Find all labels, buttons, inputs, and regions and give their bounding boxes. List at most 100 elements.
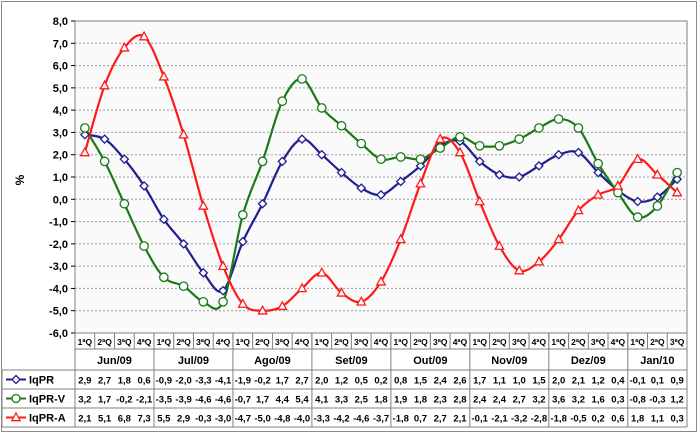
x-tick-label: 3ªQ <box>433 337 448 347</box>
x-tick-label: 3ªQ <box>670 337 685 347</box>
data-label: 3,2 <box>532 395 545 406</box>
data-point-iqpr-v <box>474 140 485 151</box>
x-tick-label: 2ªQ <box>334 337 349 347</box>
data-point-iqpr <box>277 156 288 167</box>
data-label: 1,7 <box>276 376 289 387</box>
data-label: 2,3 <box>434 395 447 406</box>
data-label: -3,3 <box>314 414 330 425</box>
data-point-iqpr <box>514 172 525 182</box>
data-label: -4,8 <box>274 414 290 425</box>
data-point-iqpr-v <box>237 210 248 220</box>
legend-marker-iqpr-a <box>10 411 22 422</box>
x-tick-label: 1ªQ <box>157 337 172 347</box>
y-tick-label: -5,0 <box>49 306 68 318</box>
data-label: 1,8 <box>414 395 427 406</box>
data-label: 2,8 <box>453 395 466 406</box>
y-tick-label: 4,0 <box>53 105 68 117</box>
data-point-iqpr <box>395 176 406 187</box>
data-label: 1,2 <box>335 376 348 387</box>
y-tick-label: 1,0 <box>53 172 68 184</box>
data-point-iqpr-a <box>612 180 624 190</box>
data-point-iqpr-v <box>553 114 564 124</box>
month-label: Dez/09 <box>571 355 606 367</box>
data-point-iqpr-a <box>257 304 268 315</box>
data-label: 2,1 <box>453 414 467 425</box>
x-tick-label: 2ªQ <box>650 337 665 347</box>
data-label: -3,0 <box>215 414 231 425</box>
data-point-iqpr <box>297 134 307 145</box>
data-label: 2,1 <box>572 376 586 387</box>
data-label: -0,2 <box>254 376 270 387</box>
y-tick-label: 6,0 <box>53 61 68 73</box>
y-tick-label: -2,0 <box>49 239 68 251</box>
data-point-iqpr-a <box>336 287 347 297</box>
data-point-iqpr-v <box>178 281 189 292</box>
data-point-iqpr <box>593 167 604 178</box>
x-tick-label: 2ªQ <box>413 337 428 347</box>
data-label: -0,5 <box>570 414 587 425</box>
data-point-iqpr-v <box>139 241 149 251</box>
data-point-iqpr-a <box>652 168 663 179</box>
data-label: 1,2 <box>671 395 684 406</box>
data-label: 2,1 <box>78 414 92 425</box>
month-label: Out/09 <box>413 355 447 367</box>
legend-marker-iqpr <box>11 374 21 385</box>
data-label: 0,2 <box>374 376 387 387</box>
data-point-iqpr-a <box>513 264 525 275</box>
x-tick-label: 3ªQ <box>354 337 369 347</box>
x-tick-label: 1ªQ <box>236 337 251 347</box>
data-point-iqpr-v <box>494 140 505 151</box>
data-label: -4,6 <box>215 395 231 406</box>
data-label: -0,2 <box>116 395 132 406</box>
data-point-iqpr-v <box>534 123 544 133</box>
data-point-iqpr <box>356 183 367 194</box>
data-label: 7,3 <box>137 414 150 425</box>
data-label: -0,1 <box>472 414 489 425</box>
x-tick-label: 3ªQ <box>512 337 527 347</box>
x-tick-label: 4ªQ <box>532 337 547 347</box>
data-label: -2,0 <box>175 376 191 387</box>
month-label: Jun/09 <box>97 355 132 367</box>
data-point-iqpr-a <box>553 233 564 244</box>
data-point-iqpr-v <box>672 167 682 178</box>
legend-label-iqpr-v: IqPR-V <box>29 394 66 406</box>
x-tick-label: 1ªQ <box>630 337 645 347</box>
data-point-iqpr-a <box>355 295 367 306</box>
data-point-iqpr <box>158 214 169 225</box>
data-label: 0,2 <box>592 414 605 425</box>
data-point-iqpr <box>672 174 683 185</box>
data-point-iqpr-v <box>277 96 288 107</box>
data-point-iqpr <box>474 156 485 167</box>
y-tick-label: -1,0 <box>49 217 68 229</box>
data-point-iqpr <box>336 167 347 178</box>
data-label: 0,3 <box>671 414 684 425</box>
data-label: 1,5 <box>532 376 546 387</box>
data-label: -4,2 <box>333 414 349 425</box>
y-tick-label: 3,0 <box>53 127 68 139</box>
x-tick-label: 4ªQ <box>374 337 389 347</box>
data-point-iqpr-a <box>395 233 407 244</box>
data-point-iqpr-v <box>395 152 406 162</box>
x-tick-label: 3ªQ <box>196 337 211 347</box>
x-tick-label: 3ªQ <box>275 337 290 347</box>
x-tick-label: 2ªQ <box>97 337 112 347</box>
data-point-iqpr <box>218 285 228 296</box>
data-label: 2,6 <box>453 376 466 387</box>
data-label: 0,7 <box>414 414 427 425</box>
data-label: 2,4 <box>434 376 448 387</box>
data-label: -0,3 <box>649 395 665 406</box>
data-point-iqpr-v <box>593 158 604 169</box>
x-tick-label: 1ªQ <box>551 337 566 347</box>
data-point-iqpr-v <box>336 120 347 131</box>
data-point-iqpr-a <box>79 146 91 157</box>
data-point-iqpr-a <box>533 255 545 266</box>
data-point-iqpr-a <box>454 146 466 157</box>
data-point-iqpr-a <box>474 195 486 206</box>
data-label: 1,8 <box>631 414 644 425</box>
data-label: -4,6 <box>195 395 211 406</box>
data-point-iqpr-v <box>158 272 169 283</box>
data-label: -0,8 <box>629 395 645 406</box>
data-point-iqpr-v <box>356 138 367 149</box>
data-label: 4,4 <box>276 395 290 406</box>
data-point-iqpr <box>632 196 643 207</box>
